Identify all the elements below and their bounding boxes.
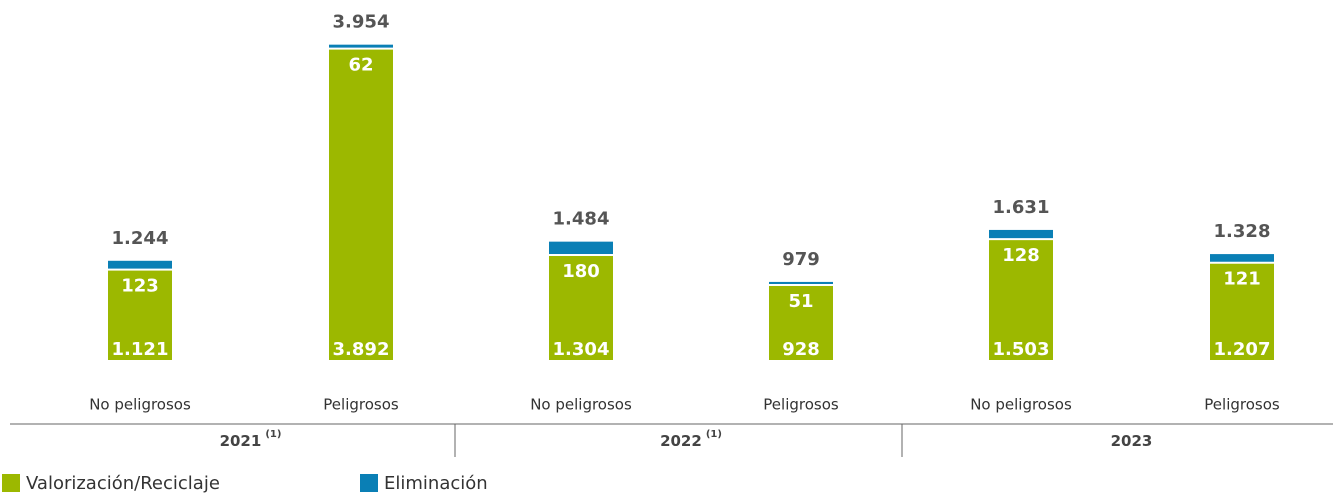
value-label: 1.304	[553, 339, 610, 360]
total-label: 979	[782, 249, 820, 270]
value-label: 180	[562, 261, 600, 282]
value-label: 123	[121, 276, 159, 297]
value-label: 1.503	[993, 339, 1050, 360]
group-note: (1)	[706, 429, 722, 440]
group-label: 2023	[1111, 432, 1153, 450]
legend-label: Eliminación	[384, 473, 488, 493]
bar-segment	[108, 260, 172, 269]
bar-segment	[549, 256, 613, 360]
bar-segment	[769, 281, 833, 284]
x-tick-label: Peligrosos	[323, 396, 399, 414]
value-label: 51	[788, 291, 813, 312]
bar-segment	[329, 49, 393, 360]
group-label: 2022 (1)	[660, 429, 722, 450]
total-label: 1.631	[993, 197, 1050, 218]
group-year: 2022	[660, 432, 702, 450]
x-tick-label: Peligrosos	[763, 396, 839, 414]
group-label: 2021 (1)	[220, 429, 282, 450]
x-tick-label: No peligrosos	[530, 396, 632, 414]
value-label: 121	[1223, 269, 1261, 290]
group-note: (1)	[265, 429, 281, 440]
legend-label: Valorización/Reciclaje	[26, 473, 220, 493]
legend-swatch	[2, 474, 20, 492]
bar-segment	[1210, 254, 1274, 262]
x-tick-label: Peligrosos	[1204, 396, 1280, 414]
value-label: 62	[348, 55, 373, 76]
bar-segment	[108, 270, 172, 360]
x-tick-label: No peligrosos	[970, 396, 1072, 414]
value-label: 1.207	[1214, 339, 1271, 360]
total-label: 1.484	[553, 209, 610, 230]
bar-segment	[329, 44, 393, 48]
bar-segment	[549, 241, 613, 255]
legend-swatch	[360, 474, 378, 492]
bar-segment	[769, 285, 833, 360]
value-label: 1.121	[112, 339, 169, 360]
bar-segment	[1210, 263, 1274, 360]
group-year: 2023	[1111, 432, 1153, 450]
bar-segment	[989, 229, 1053, 239]
total-label: 3.954	[333, 12, 390, 33]
value-label: 928	[782, 339, 820, 360]
value-label: 128	[1002, 245, 1040, 266]
value-label: 3.892	[333, 339, 390, 360]
total-label: 1.244	[112, 228, 169, 249]
bar-segment	[989, 240, 1053, 360]
x-tick-label: No peligrosos	[89, 396, 191, 414]
group-year: 2021	[220, 432, 262, 450]
total-label: 1.328	[1214, 221, 1271, 242]
